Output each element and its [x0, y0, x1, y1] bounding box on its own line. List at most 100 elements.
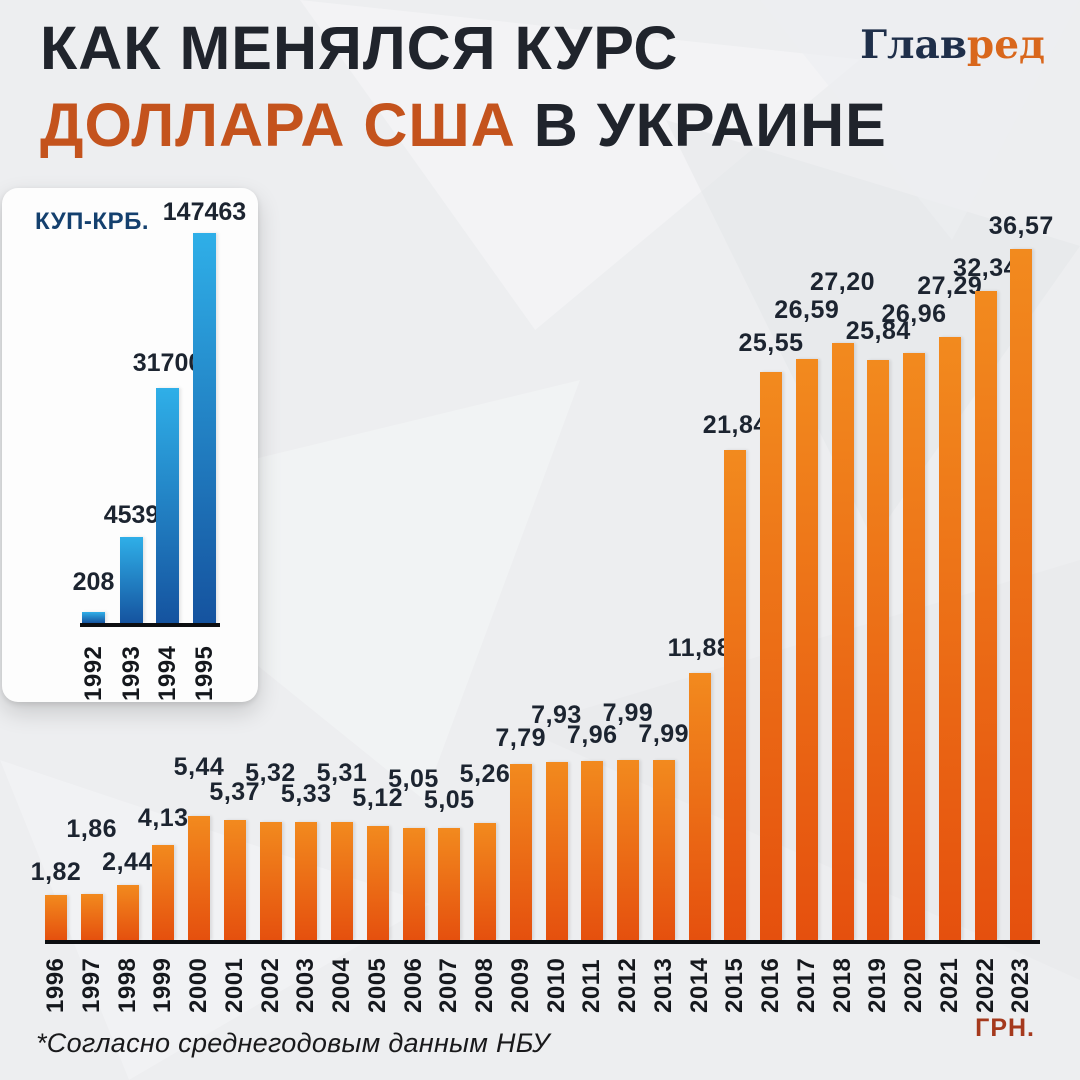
bar-2002 — [259, 822, 282, 940]
bar-year-2008: 2008 — [471, 957, 498, 1013]
bar-year-2016: 2016 — [757, 957, 784, 1013]
bar-value-2012: 7,99 — [602, 699, 654, 727]
bar-2014 — [688, 673, 711, 940]
bar-year-2009: 2009 — [506, 957, 534, 1013]
page-title-rest: В УКРАИНЕ — [515, 91, 887, 159]
bar-2005 — [366, 826, 389, 940]
bar-year-2001: 2001 — [220, 957, 248, 1013]
brand-logo-part2: ред — [966, 22, 1045, 68]
bar-value-2019: 25,84 — [845, 317, 911, 345]
bar-year-2006: 2006 — [399, 957, 427, 1013]
bar-year-2019: 2019 — [864, 957, 892, 1013]
bar-value-1997: 1,86 — [66, 815, 118, 843]
bar-value-2010: 7,93 — [531, 701, 582, 729]
bar-value-2021: 27,29 — [917, 272, 983, 300]
bar-year-2012: 2012 — [614, 957, 641, 1013]
page-title: КАК МЕНЯЛСЯ КУРС ДОЛЛАРА США В УКРАИНЕ — [40, 10, 887, 164]
bar-value-2022: 32,34 — [952, 254, 1019, 282]
bar-2019 — [867, 360, 890, 940]
bar-value-2013: 7,99 — [638, 720, 690, 748]
bar-value-2001: 5,37 — [209, 778, 261, 806]
bar-value-2007: 5,05 — [423, 786, 475, 814]
page-title-accent: ДОЛЛАРА США — [40, 91, 516, 159]
bar-value-2006: 5,05 — [388, 765, 439, 793]
bar-year-2000: 2000 — [185, 957, 212, 1013]
bar-1992 — [82, 612, 105, 623]
bar-year-2021: 2021 — [935, 957, 963, 1013]
bar-year-1998: 1998 — [113, 957, 141, 1013]
bar-1998 — [116, 885, 139, 940]
bar-value-2003: 5,33 — [280, 780, 332, 808]
bar-2007 — [438, 828, 461, 940]
bar-year-2004: 2004 — [328, 957, 355, 1013]
inset-chart-card: КУП-КРБ. 208 1992 4539 1993 31700 1994 147463 1… — [2, 188, 258, 702]
bar-value-1995: 147463 — [162, 198, 247, 226]
bar-2001 — [223, 820, 246, 940]
bar-1999 — [152, 845, 175, 940]
bar-value-2000: 5,44 — [173, 753, 225, 781]
bar-value-2018: 27,20 — [809, 268, 876, 296]
main-unit-label: ГРН. — [975, 1014, 1035, 1042]
bar-value-1998: 2,44 — [102, 848, 153, 876]
inset-x-axis — [80, 623, 220, 627]
bar-2004 — [331, 822, 353, 940]
page-title-line1: КАК МЕНЯЛСЯ КУРС — [40, 14, 679, 82]
bar-value-2009: 7,79 — [495, 724, 547, 752]
page-title-line2: ДОЛЛАРА США В УКРАИНЕ — [40, 87, 887, 164]
brand-logo-part1: Глав — [860, 22, 967, 68]
bar-value-2023: 36,57 — [988, 212, 1054, 240]
bar-2023 — [1010, 249, 1033, 940]
bar-value-1996: 1,82 — [30, 858, 82, 886]
bar-value-2017: 26,59 — [774, 296, 840, 324]
inset-unit-label: КУП-КРБ. — [35, 208, 149, 235]
source-footnote: *Согласно среднегодовым данным НБУ — [36, 1028, 550, 1058]
bar-year-2010: 2010 — [542, 957, 570, 1013]
bar-1993 — [120, 537, 143, 623]
bar-year-2002: 2002 — [256, 957, 284, 1013]
bar-year-2005: 2005 — [363, 957, 391, 1013]
bar-value-2011: 7,96 — [566, 721, 618, 749]
bar-year-2017: 2017 — [792, 957, 820, 1013]
bar-year-1997: 1997 — [77, 957, 105, 1013]
bar-year-2018: 2018 — [828, 957, 856, 1013]
bar-2003 — [295, 822, 318, 940]
bar-value-1999: 4,13 — [137, 804, 189, 832]
bar-2010 — [545, 762, 568, 940]
bar-2020 — [903, 353, 925, 940]
bar-value-1994: 31700 — [132, 349, 203, 377]
bar-2011 — [581, 761, 604, 940]
bar-2006 — [402, 828, 425, 940]
bar-year-2013: 2013 — [649, 957, 677, 1013]
bar-year-2014: 2014 — [685, 957, 713, 1013]
bar-2015 — [724, 450, 747, 940]
bar-value-2002: 5,32 — [245, 759, 296, 787]
inset-bar-chart: 208 1992 4539 1993 31700 1994 147463 1995 — [73, 188, 247, 701]
bar-1994 — [156, 388, 179, 623]
bar-2012 — [617, 760, 639, 940]
bar-value-1993: 4539 — [103, 501, 160, 529]
bar-year-2007: 2007 — [435, 957, 463, 1013]
main-x-axis — [45, 940, 1040, 944]
bar-1995 — [193, 233, 216, 623]
bar-1997 — [80, 894, 103, 940]
bar-year-2015: 2015 — [721, 957, 749, 1013]
bar-2013 — [652, 760, 675, 940]
bar-2018 — [831, 343, 854, 940]
bar-2022 — [974, 291, 997, 940]
bar-year-2022: 2022 — [971, 957, 999, 1013]
bar-value-2014: 11,88 — [667, 634, 732, 662]
bar-2016 — [760, 372, 782, 940]
bar-value-2005: 5,12 — [352, 784, 404, 812]
bar-2021 — [938, 337, 961, 940]
bar-year-2020: 2020 — [900, 957, 927, 1013]
bar-2009 — [509, 764, 532, 940]
bar-2000 — [188, 816, 210, 940]
bar-value-2016: 25,55 — [738, 329, 804, 357]
bar-value-2004: 5,31 — [316, 759, 368, 787]
brand-logo: Главред — [860, 22, 1045, 68]
bar-1996 — [45, 895, 67, 940]
bar-value-2020: 26,96 — [881, 300, 947, 328]
main-bar-chart: 1,82 1996 1,86 1997 2,44 1998 4,13 1999 5,44 2000… — [31, 212, 1054, 1013]
bar-value-2008: 5,26 — [459, 760, 511, 788]
